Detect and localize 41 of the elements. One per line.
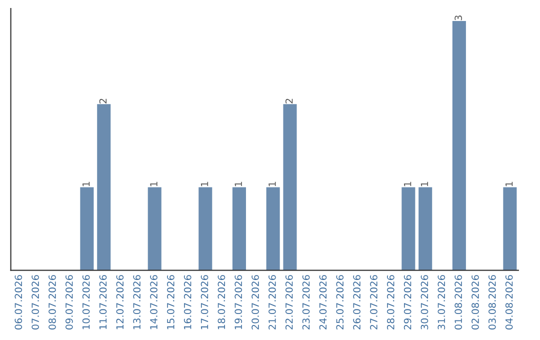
- data-label: 1: [150, 182, 158, 186]
- x-tick-label: 07.07.2026: [32, 275, 39, 330]
- x-tick-label: 15.07.2026: [167, 275, 174, 330]
- data-label: 1: [420, 182, 428, 186]
- data-label: 3: [454, 16, 462, 20]
- data-label: 2: [99, 98, 107, 104]
- data-label: 1: [200, 182, 208, 186]
- x-tick-label: 12.07.2026: [116, 275, 124, 330]
- x-tick-label: 11.07.2026: [99, 275, 107, 330]
- x-tick-label: 21.07.2026: [268, 275, 276, 330]
- data-label: 1: [404, 182, 412, 186]
- x-tick-label: 17.07.2026: [200, 275, 208, 330]
- x-tick-label: 09.07.2026: [65, 275, 73, 330]
- x-tick-label: 01.08.2026: [454, 275, 462, 330]
- x-tick-label: 08.07.2026: [48, 275, 56, 330]
- x-tick-label: 23.07.2026: [302, 275, 310, 330]
- x-tick-label: 13.07.2026: [133, 275, 141, 330]
- x-tick-label: 06.07.2026: [14, 275, 22, 330]
- x-tick-label: 14.07.2026: [150, 275, 158, 330]
- x-tick-label: 18.07.2026: [218, 275, 226, 330]
- x-tick-label: 28.07.2026: [386, 275, 394, 330]
- data-label: 1: [506, 182, 513, 186]
- x-tick-label: 03.08.2026: [488, 275, 496, 330]
- x-tick-label: 30.07.2026: [420, 275, 428, 330]
- data-label: 1: [234, 182, 242, 186]
- x-tick-label: 26.07.2026: [353, 275, 360, 330]
- x-tick-label: 02.08.2026: [472, 275, 479, 330]
- x-tick-label: 16.07.2026: [184, 275, 192, 330]
- x-tick-label: 19.07.2026: [234, 275, 242, 330]
- x-tick-label: 24.07.2026: [319, 275, 327, 330]
- data-label: 1: [268, 182, 276, 186]
- x-tick-label: 10.07.2026: [82, 275, 90, 330]
- x-tick-label: 29.07.2026: [404, 275, 412, 330]
- data-label: 2: [285, 98, 293, 104]
- x-tick-label: 27.07.2026: [370, 275, 378, 330]
- x-tick-label: 04.08.2026: [505, 275, 513, 330]
- data-label: 1: [82, 182, 90, 186]
- x-tick-label: 31.07.2026: [438, 275, 446, 330]
- x-tick-label: 20.07.2026: [252, 275, 259, 330]
- x-tick-label: 22.07.2026: [285, 275, 293, 330]
- x-tick-label: 25.07.2026: [336, 275, 344, 330]
